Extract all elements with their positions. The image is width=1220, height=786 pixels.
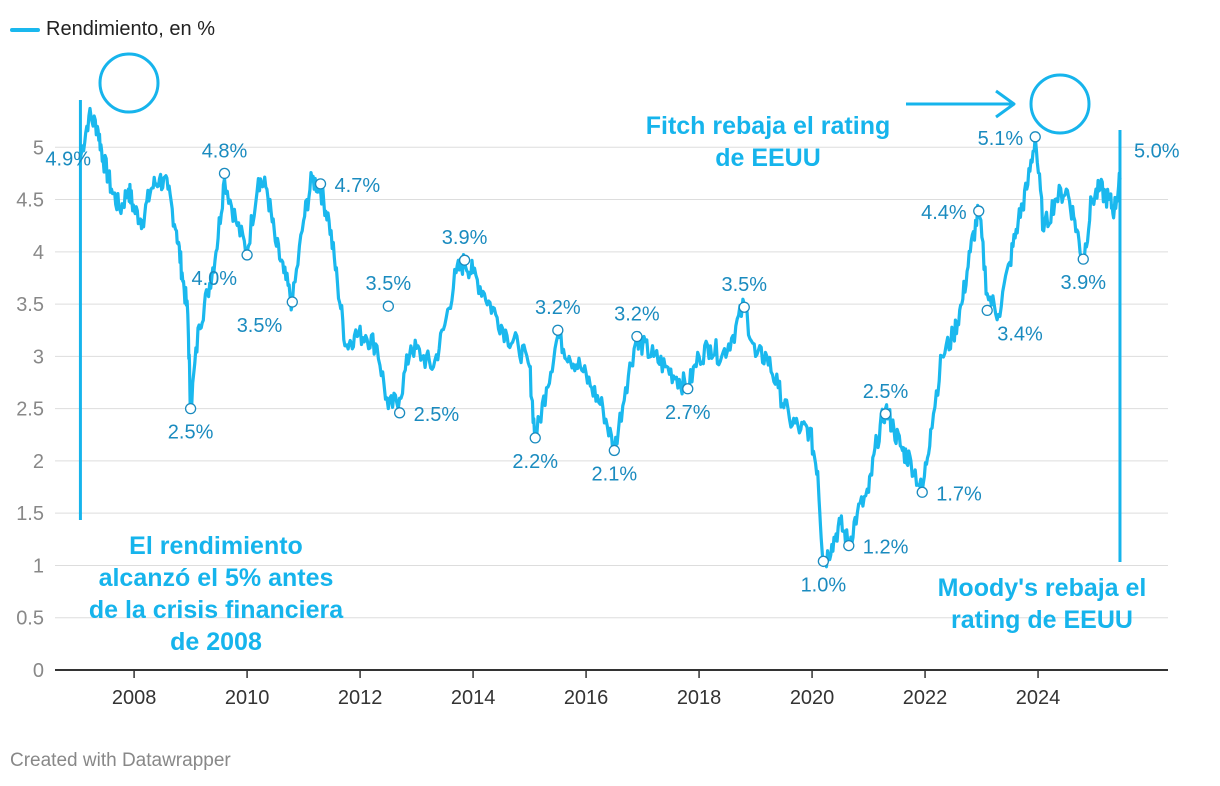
data-label: 1.7% xyxy=(936,483,982,505)
data-point-marker xyxy=(738,301,750,313)
data-point-marker xyxy=(393,407,406,419)
data-label: 3.9% xyxy=(1060,272,1106,294)
y-tick-label: 1 xyxy=(33,555,44,577)
y-tick-label: 0 xyxy=(33,660,44,682)
data-point-marker xyxy=(843,539,855,552)
legend: Rendimiento, en % xyxy=(10,18,215,41)
data-point-marker xyxy=(529,432,541,444)
data-point-marker xyxy=(916,486,928,498)
data-label: 5.1% xyxy=(978,128,1024,150)
y-tick-label: 4 xyxy=(33,242,44,264)
data-label: 3.5% xyxy=(721,274,767,296)
x-tick-label: 2016 xyxy=(564,687,609,709)
data-point-marker xyxy=(218,167,231,180)
data-label: 4.9% xyxy=(45,149,91,171)
y-tick-label: 2 xyxy=(33,451,44,473)
data-point-marker xyxy=(314,178,327,190)
credit-text: Created with Datawrapper xyxy=(10,750,231,771)
data-point-marker xyxy=(981,304,993,317)
data-label: 3.2% xyxy=(535,297,581,319)
y-tick-label: 0.5 xyxy=(16,608,44,630)
data-point-marker xyxy=(458,254,471,266)
x-tick-label: 2022 xyxy=(903,687,948,709)
annotation-text-fitch: de EEUU xyxy=(715,144,821,172)
data-point-marker xyxy=(1029,131,1041,143)
data-label: 2.5% xyxy=(414,404,460,426)
data-point-marker xyxy=(973,205,985,217)
y-tick-label: 5 xyxy=(33,137,44,159)
data-label: 2.5% xyxy=(168,422,214,444)
data-label: 4.0% xyxy=(191,268,237,290)
annotation-text-crisis: alcanzó el 5% antes xyxy=(99,564,334,592)
y-tick-label: 4.5 xyxy=(16,190,44,212)
data-point-marker xyxy=(682,383,694,395)
data-point-marker xyxy=(1077,253,1089,265)
legend-label: Rendimiento, en % xyxy=(46,18,215,40)
data-label: 3.9% xyxy=(442,227,488,249)
data-label: 2.1% xyxy=(592,463,638,485)
data-label: 2.2% xyxy=(512,451,558,473)
legend-swatch xyxy=(10,27,40,32)
peak-highlight-circle-2007 xyxy=(98,52,160,114)
data-label: 5.0% xyxy=(1134,140,1180,162)
annotation-text-fitch: Fitch rebaja el rating xyxy=(646,112,891,140)
annotation-text-crisis: El rendimiento xyxy=(129,532,303,560)
annotation-text-crisis: de la crisis financiera xyxy=(89,596,344,624)
peak-highlight-circle-2023 xyxy=(1029,73,1091,135)
annotation-text-moodys: Moody's rebaja el xyxy=(938,574,1147,602)
data-point-marker xyxy=(552,324,564,336)
data-point-marker xyxy=(817,555,830,567)
data-label: 1.2% xyxy=(863,537,909,559)
data-point-marker xyxy=(382,300,394,312)
y-tick-label: 1.5 xyxy=(16,503,44,525)
fitch-arrow-head xyxy=(995,89,1016,119)
data-label: 4.8% xyxy=(202,140,248,162)
data-label: 3.2% xyxy=(614,304,660,326)
y-tick-label: 2.5 xyxy=(16,399,44,421)
data-point-marker xyxy=(879,408,892,420)
data-point-marker xyxy=(286,296,298,308)
data-label: 4.7% xyxy=(335,175,381,197)
data-label: 2.7% xyxy=(665,402,711,424)
data-label: 1.0% xyxy=(801,574,847,596)
data-point-marker xyxy=(608,444,620,457)
data-point-marker xyxy=(631,330,643,343)
annotation-text-crisis: de 2008 xyxy=(170,628,262,656)
x-tick-label: 2014 xyxy=(451,687,496,709)
x-tick-label: 2008 xyxy=(112,687,157,709)
data-label: 3.5% xyxy=(366,273,412,295)
data-point-marker xyxy=(241,249,253,261)
data-label: 4.4% xyxy=(921,202,967,224)
y-tick-label: 3.5 xyxy=(16,294,44,316)
x-tick-label: 2024 xyxy=(1016,687,1061,709)
x-tick-label: 2012 xyxy=(338,687,383,709)
data-label: 3.5% xyxy=(237,315,283,337)
x-tick-label: 2018 xyxy=(677,687,722,709)
series-line-rendimiento xyxy=(78,106,1122,569)
x-tick-label: 2020 xyxy=(790,687,835,709)
x-tick-label: 2010 xyxy=(225,687,270,709)
data-point-marker xyxy=(184,402,197,415)
data-label: 3.4% xyxy=(997,323,1043,345)
data-label: 2.5% xyxy=(863,381,909,403)
annotation-text-moodys: rating de EEUU xyxy=(951,606,1133,634)
y-tick-label: 3 xyxy=(33,346,44,368)
